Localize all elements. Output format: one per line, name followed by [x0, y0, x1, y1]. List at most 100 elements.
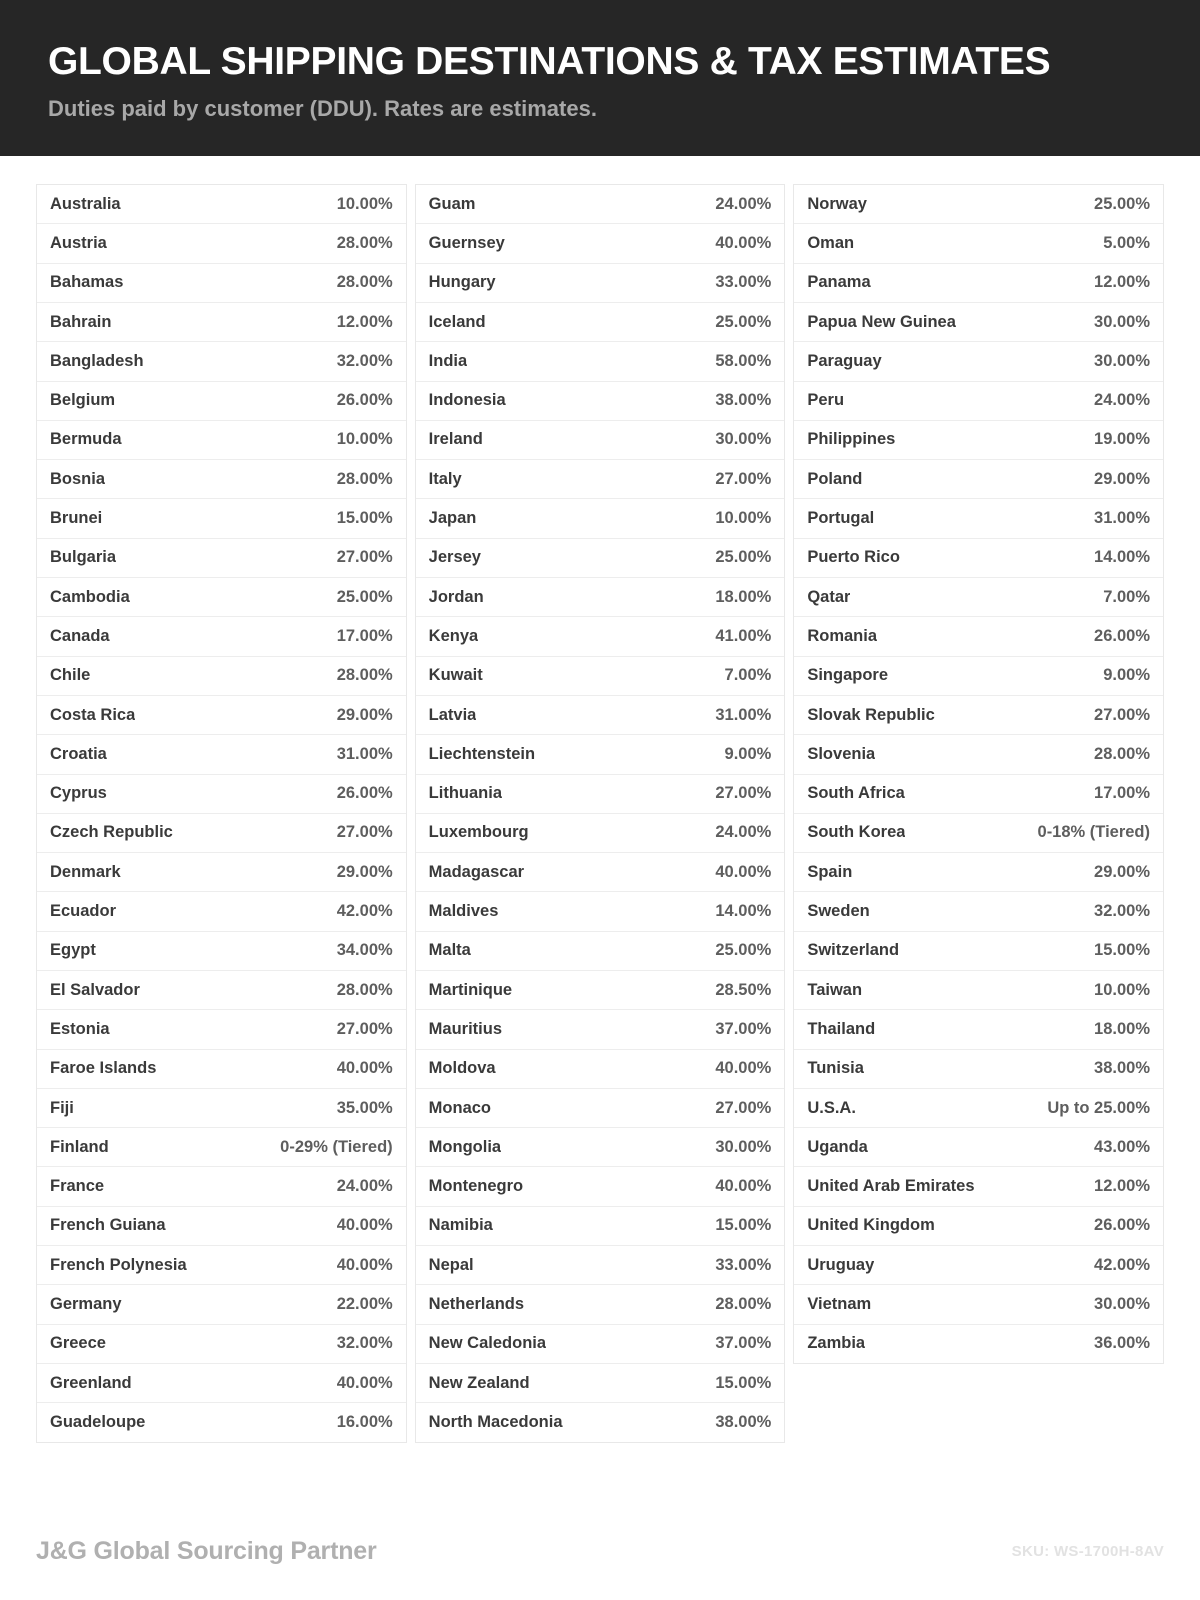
rates-table: Australia 10.00% Austria 28.00% Bahamas 28.00… [0, 156, 1200, 1470]
table-row: India 58.00% [415, 342, 785, 382]
page-footer: J&G Global Sourcing Partner SKU: WS-1700… [0, 1470, 1200, 1600]
tax-rate-value: 34.00% [336, 941, 393, 960]
sku-label: SKU: WS-1700H-8AV [1011, 1543, 1164, 1560]
tax-rate-value: 27.00% [336, 823, 393, 842]
table-row: North Macedonia 38.00% [415, 1403, 785, 1443]
page-header: GLOBAL SHIPPING DESTINATIONS & TAX ESTIM… [0, 0, 1200, 157]
table-row: Philippines 19.00% [794, 421, 1164, 461]
tax-rate-value: 22.00% [336, 1295, 393, 1314]
country-name: Ecuador [50, 902, 117, 921]
country-name: Namibia [428, 1216, 493, 1235]
country-name: U.S.A. [807, 1098, 856, 1117]
country-name: Germany [50, 1295, 122, 1314]
tax-rate-value: 38.00% [715, 1412, 772, 1431]
tax-rate-value: 30.00% [1094, 1295, 1151, 1314]
tax-rate-value: 40.00% [715, 862, 772, 881]
table-row: Czech Republic 27.00% [37, 814, 406, 854]
country-name: Singapore [807, 666, 889, 685]
table-row: Brunei 15.00% [37, 499, 406, 539]
tax-rate-value: 17.00% [336, 626, 393, 645]
country-name: Zambia [807, 1334, 866, 1353]
table-row: Bangladesh 32.00% [37, 342, 406, 382]
table-row: Bermuda 10.00% [37, 421, 406, 461]
country-name: Romania [807, 626, 878, 645]
country-name: Croatia [50, 744, 107, 763]
table-row: Tunisia 38.00% [794, 1050, 1164, 1089]
brand-label: J&G Global Sourcing Partner [36, 1537, 377, 1565]
table-row: Australia 10.00% [37, 185, 406, 225]
tax-rate-value: 37.00% [715, 1334, 772, 1353]
table-row: Mauritius 37.00% [415, 1010, 785, 1050]
table-row: Norway 25.00% [794, 185, 1164, 225]
table-row: Netherlands 28.00% [415, 1285, 785, 1325]
tax-rate-value: 29.00% [1094, 862, 1151, 881]
tax-rate-value: 9.00% [724, 744, 772, 763]
table-row: Maldives 14.00% [415, 892, 785, 932]
table-row: Jordan 18.00% [415, 578, 785, 618]
tax-rate-value: 32.00% [336, 351, 393, 370]
country-name: France [50, 1177, 105, 1196]
country-name: Belgium [50, 391, 116, 410]
country-name: Portugal [807, 509, 875, 528]
table-row: Germany 22.00% [37, 1285, 406, 1325]
country-name: Bosnia [50, 469, 106, 488]
country-name: Sweden [807, 902, 870, 921]
tax-rate-value: 38.00% [715, 391, 772, 410]
tax-rate-value: 27.00% [715, 784, 772, 803]
table-row: Finland 0-29% (Tiered) [37, 1128, 406, 1168]
tax-rate-value: 16.00% [336, 1412, 393, 1431]
country-name: Latvia [428, 705, 477, 724]
country-name: Maldives [428, 902, 499, 921]
tax-rate-value: 25.00% [336, 587, 393, 606]
table-row: Japan 10.00% [415, 499, 785, 539]
country-name: Hungary [428, 273, 496, 292]
country-name: Switzerland [807, 941, 900, 960]
table-row: Peru 24.00% [794, 382, 1164, 421]
tax-rate-value: 40.00% [336, 1255, 393, 1274]
country-name: New Caledonia [428, 1334, 547, 1353]
table-row: Sweden 32.00% [794, 892, 1164, 932]
table-row: Jersey 25.00% [415, 539, 785, 579]
table-row: Mongolia 30.00% [415, 1128, 785, 1168]
tax-rate-value: 15.00% [1094, 941, 1151, 960]
table-row: Paraguay 30.00% [794, 342, 1164, 382]
table-row: Malta 25.00% [415, 932, 785, 971]
country-name: Fiji [50, 1098, 74, 1117]
country-name: Faroe Islands [50, 1059, 157, 1078]
tax-rate-value: 19.00% [1094, 430, 1151, 449]
tax-rate-value: 15.00% [715, 1216, 772, 1235]
table-row: Italy 27.00% [415, 460, 785, 500]
tax-rate-value: 18.00% [1094, 1019, 1151, 1038]
tax-rate-value: 0-29% (Tiered) [280, 1137, 393, 1156]
tax-rate-value: 38.00% [1094, 1059, 1151, 1078]
table-row: Uganda 43.00% [794, 1128, 1164, 1168]
country-name: Mauritius [428, 1019, 503, 1038]
country-name: Indonesia [428, 391, 506, 410]
tax-rate-value: 40.00% [336, 1216, 393, 1235]
tax-rate-value: 36.00% [1094, 1334, 1151, 1353]
table-row: Greece 32.00% [37, 1325, 406, 1364]
tax-rate-value: 30.00% [715, 1137, 772, 1156]
country-name: Japan [428, 509, 477, 528]
table-row: Montenegro 40.00% [415, 1167, 785, 1207]
country-name: Puerto Rico [807, 548, 900, 567]
tax-rate-value: 28.00% [336, 273, 393, 292]
country-name: Mongolia [428, 1137, 502, 1156]
table-row: New Zealand 15.00% [415, 1364, 785, 1404]
country-name: Iceland [428, 312, 486, 331]
tax-rate-value: 32.00% [336, 1334, 393, 1353]
tax-rate-value: 30.00% [715, 430, 772, 449]
table-row: Austria 28.00% [37, 224, 406, 264]
table-row: Faroe Islands 40.00% [37, 1050, 406, 1089]
column-3: Norway 25.00% Oman 5.00% Panama 12.00% Papua N… [793, 184, 1165, 1364]
table-row: Luxembourg 24.00% [415, 814, 785, 854]
table-row: Lithuania 27.00% [415, 775, 785, 814]
table-row: U.S.A. Up to 25.00% [794, 1089, 1164, 1129]
country-name: Greenland [50, 1373, 132, 1392]
table-row: Portugal 31.00% [794, 499, 1164, 539]
country-name: Bulgaria [50, 548, 117, 567]
tax-rate-value: 30.00% [1094, 312, 1151, 331]
table-row: Estonia 27.00% [37, 1010, 406, 1050]
tax-rate-value: 29.00% [1094, 469, 1151, 488]
